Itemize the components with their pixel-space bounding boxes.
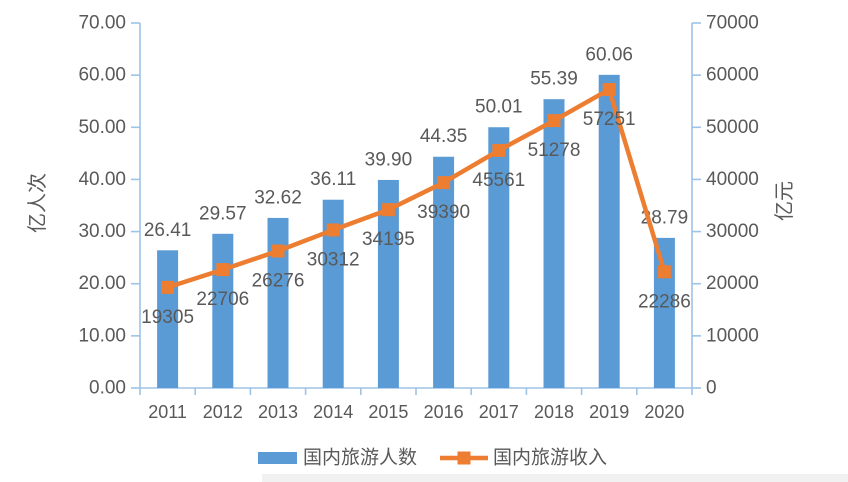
right-axis-title: 亿元 <box>773 181 796 221</box>
bar-data-label: 28.79 <box>641 207 689 228</box>
line-data-label: 19305 <box>141 307 194 328</box>
bar-data-label: 39.90 <box>365 149 413 170</box>
line-series <box>166 87 667 290</box>
line-marker-2016 <box>437 176 451 190</box>
legend-label-bar: 国内旅游人数 <box>303 447 417 469</box>
right-axis-tick-label: 30000 <box>706 221 759 242</box>
legend-label-line: 国内旅游收入 <box>493 447 607 469</box>
right-axis-tick-label: 70000 <box>706 13 759 34</box>
right-axis-tick-label: 0 <box>706 378 717 399</box>
line-marker-2013 <box>271 244 285 258</box>
left-axis-tick-label: 50.00 <box>78 117 126 138</box>
left-axis-tick-label: 60.00 <box>78 65 126 86</box>
left-axis-title: 亿人次 <box>26 173 49 233</box>
line-data-label: 30312 <box>307 249 360 270</box>
line-marker-2014 <box>326 223 340 237</box>
right-axis-tick-label: 50000 <box>706 117 759 138</box>
bar-2012 <box>212 233 234 388</box>
bar-data-label: 50.01 <box>475 97 523 118</box>
line-marker-2019 <box>602 82 616 96</box>
bar-2019 <box>598 74 620 388</box>
x-axis-tick-label: 2012 <box>203 402 243 422</box>
x-axis-tick-label: 2017 <box>479 402 519 422</box>
left-axis-tick-label: 70.00 <box>78 13 126 34</box>
bar-data-label: 26.41 <box>144 220 192 241</box>
x-axis-tick-label: 2016 <box>424 402 464 422</box>
bar-data-label: 60.06 <box>585 44 633 65</box>
line-marker-2012 <box>216 263 230 277</box>
bar-2014 <box>322 199 344 388</box>
bar-data-label: 32.62 <box>254 187 302 208</box>
bar-2015 <box>377 179 399 388</box>
line-data-label: 26276 <box>252 270 305 291</box>
left-axis-tick-label: 10.00 <box>78 325 126 346</box>
line-marker-2018 <box>547 114 561 128</box>
x-axis-tick-label: 2011 <box>148 402 187 422</box>
x-axis-tick-label: 2013 <box>258 402 298 422</box>
x-axis-tick-label: 2014 <box>313 402 353 422</box>
bar-2016 <box>433 156 455 388</box>
line-data-label: 22706 <box>196 289 249 310</box>
bar-data-label: 55.39 <box>530 69 578 90</box>
bar-2013 <box>267 217 289 388</box>
bar-2018 <box>543 99 565 388</box>
bar-data-label: 44.35 <box>420 126 468 147</box>
left-axis-tick-label: 20.00 <box>78 273 126 294</box>
left-axis-tick-label: 0.00 <box>89 378 126 399</box>
line-data-label: 39390 <box>417 202 470 223</box>
bar-2017 <box>488 127 510 388</box>
legend-bar-swatch <box>258 452 297 464</box>
right-axis-tick-label: 10000 <box>706 325 759 346</box>
line-marker-2011 <box>161 280 175 294</box>
line-marker-2020 <box>657 265 671 279</box>
right-axis-tick-label: 40000 <box>706 169 759 190</box>
x-axis-tick-label: 2020 <box>644 402 684 422</box>
line-data-label: 57251 <box>583 109 636 130</box>
line-marker-2015 <box>381 203 395 217</box>
bar-2020 <box>653 237 675 388</box>
bottom-strip <box>262 474 848 482</box>
x-axis-tick-label: 2019 <box>589 402 629 422</box>
line-marker-2017 <box>492 143 506 157</box>
line-data-label: 34195 <box>362 229 415 250</box>
line-data-label: 45561 <box>472 170 525 191</box>
line-data-label: 51278 <box>528 140 581 161</box>
line-data-label: 22286 <box>638 291 691 312</box>
left-axis-tick-label: 40.00 <box>78 169 126 190</box>
right-axis-tick-label: 20000 <box>706 273 759 294</box>
x-axis-tick-label: 2015 <box>368 402 408 422</box>
bar-data-label: 36.11 <box>310 169 356 190</box>
bar-data-label: 29.57 <box>199 203 247 224</box>
left-axis-tick-label: 30.00 <box>78 221 126 242</box>
right-axis-tick-label: 60000 <box>706 65 759 86</box>
x-axis-tick-label: 2018 <box>534 402 574 422</box>
legend-line-marker <box>457 451 471 465</box>
